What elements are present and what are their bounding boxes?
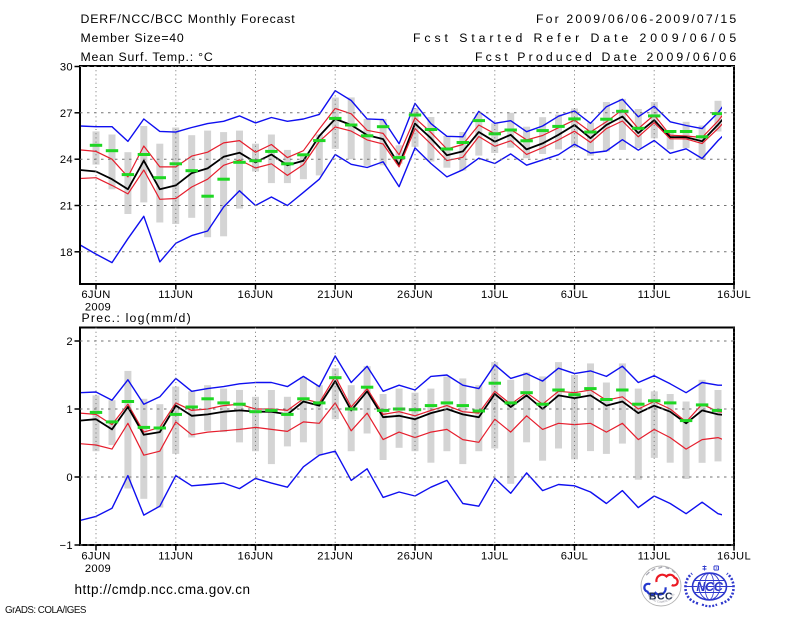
svg-text:2009: 2009 [85,302,111,314]
svg-text:1JUL: 1JUL [481,551,509,563]
svg-text:NCC: NCC [696,580,723,594]
svg-text:1: 1 [66,404,73,416]
svg-text:GrADS: COLA/IGES: GrADS: COLA/IGES [5,605,87,616]
svg-text:21: 21 [60,201,73,213]
svg-text:6JUN: 6JUN [81,289,110,301]
svg-text:30: 30 [60,62,73,74]
svg-text:2: 2 [66,336,73,348]
svg-text:2009: 2009 [85,563,111,575]
svg-text:16JUL: 16JUL [717,551,751,563]
svg-text:Fcst Produced Date 2009/06/06: Fcst Produced Date 2009/06/06 [475,50,737,64]
svg-text:26JUN: 26JUN [397,289,433,301]
svg-text:11JUN: 11JUN [158,551,193,563]
svg-text:16JUN: 16JUN [238,551,274,563]
svg-text:Member Size=40: Member Size=40 [81,31,185,45]
svg-text:11JUL: 11JUL [638,289,671,301]
svg-text:27: 27 [60,108,73,120]
svg-text:11JUL: 11JUL [638,551,671,563]
svg-text:21JUN: 21JUN [317,551,353,563]
svg-text:BCC: BCC [649,591,673,603]
svg-text:24: 24 [60,154,73,166]
svg-text:Mean Surf. Temp.: °C: Mean Surf. Temp.: °C [81,50,214,64]
svg-text:6JUL: 6JUL [561,551,589,563]
svg-text:6JUL: 6JUL [561,289,589,301]
svg-text:For 2009/06/06-2009/07/15: For 2009/06/06-2009/07/15 [536,12,737,26]
svg-text:18: 18 [60,247,73,259]
svg-text:16JUL: 16JUL [717,289,751,301]
svg-text:http://cmdp.ncc.cma.gov.cn: http://cmdp.ncc.cma.gov.cn [75,582,251,597]
svg-text:26JUN: 26JUN [397,551,433,563]
svg-text:1JUL: 1JUL [481,289,509,301]
svg-text:−1: −1 [60,540,73,552]
svg-text:16JUN: 16JUN [238,289,274,301]
svg-text:0: 0 [66,472,73,484]
svg-text:21JUN: 21JUN [317,289,353,301]
svg-text:6JUN: 6JUN [81,551,110,563]
svg-text:DERF/NCC/BCC Monthly Forecast: DERF/NCC/BCC Monthly Forecast [81,12,296,26]
svg-text:Prec.: log(mm/d): Prec.: log(mm/d) [82,311,192,325]
svg-text:11JUN: 11JUN [158,289,193,301]
svg-text:Fcst Started Refer Date 2009/0: Fcst Started Refer Date 2009/06/05 [413,31,737,45]
